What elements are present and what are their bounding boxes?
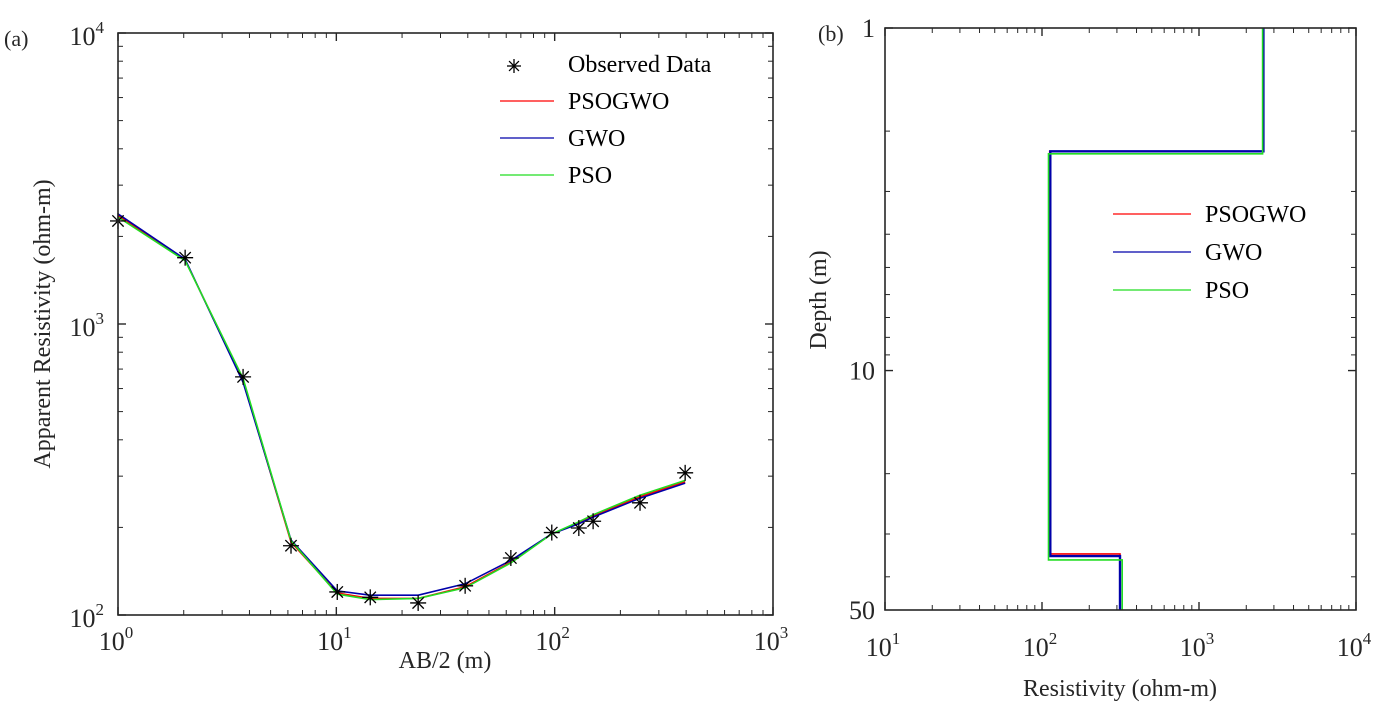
observed-point bbox=[283, 537, 300, 554]
y-tick-label: 10 bbox=[849, 357, 875, 386]
observed-point bbox=[177, 249, 194, 266]
legend-item-psogwo: PSOGWO bbox=[1113, 202, 1306, 228]
observed-point bbox=[570, 520, 587, 537]
panel-a-tick-labels: 100 101 102 103 102 103 104 bbox=[70, 18, 789, 656]
legend-item-gwo: GWO bbox=[1113, 240, 1262, 266]
observed-point bbox=[410, 594, 427, 611]
panel-b-ticks bbox=[884, 27, 1357, 611]
panel-b-tick-labels: 101 102 103 104 1 10 50 bbox=[849, 14, 1372, 662]
observed-point bbox=[585, 513, 602, 530]
legend-marker-asterisk bbox=[507, 59, 521, 73]
panel-b-series bbox=[1047, 28, 1265, 610]
observed-point bbox=[543, 524, 560, 541]
x-tick-label: 103 bbox=[1180, 629, 1215, 662]
legend-label: GWO bbox=[568, 126, 625, 152]
y-tick-label: 103 bbox=[70, 309, 105, 342]
x-tick-label: 103 bbox=[754, 623, 789, 656]
observed-point bbox=[362, 589, 379, 606]
legend-item-pso: PSO bbox=[1113, 278, 1249, 304]
panel-a-axes-frame bbox=[117, 32, 774, 616]
series-line-psogwo bbox=[117, 214, 686, 600]
observed-point bbox=[329, 583, 346, 600]
panel-a-xlabel: AB/2 (m) bbox=[399, 648, 492, 674]
panel-b-axes-frame bbox=[884, 27, 1357, 611]
x-tick-label: 102 bbox=[1023, 629, 1058, 662]
observed-point bbox=[502, 549, 519, 566]
legend-label: PSOGWO bbox=[568, 89, 669, 115]
x-tick-label: 104 bbox=[1337, 629, 1372, 662]
legend-label: PSOGWO bbox=[1205, 202, 1306, 228]
legend-item-pso: PSO bbox=[500, 163, 612, 189]
panel-a-ylabel: Apparent Resistivity (ohm-m) bbox=[30, 179, 56, 468]
panel-b-legend: PSOGWO GWO PSO bbox=[1113, 202, 1306, 304]
panel-a-observed-points bbox=[110, 212, 694, 611]
legend-item-psogwo: PSOGWO bbox=[500, 89, 669, 115]
x-tick-label: 102 bbox=[535, 623, 570, 656]
panel-b-ylabel: Depth (m) bbox=[806, 250, 832, 349]
panel-b: (b) 101 102 103 104 1 10 50 Resistivity (ohm-m… bbox=[806, 14, 1372, 702]
model-line-gwo bbox=[1049, 28, 1265, 610]
legend-item-gwo: GWO bbox=[500, 126, 625, 152]
panel-label-b: (b) bbox=[818, 21, 844, 46]
observed-point bbox=[235, 368, 252, 385]
panel-label-a: (a) bbox=[4, 26, 28, 51]
y-tick-label: 102 bbox=[70, 600, 105, 633]
observed-point bbox=[677, 464, 694, 481]
series-line-gwo bbox=[117, 213, 686, 597]
y-tick-label: 104 bbox=[70, 18, 105, 51]
legend-label: GWO bbox=[1205, 240, 1262, 266]
x-tick-label: 100 bbox=[99, 623, 134, 656]
y-tick-label: 1 bbox=[862, 14, 875, 43]
panel-a-series bbox=[117, 213, 686, 601]
x-tick-label: 101 bbox=[317, 623, 352, 656]
y-tick-label: 50 bbox=[849, 596, 875, 625]
model-line-pso bbox=[1047, 28, 1264, 610]
observed-point bbox=[632, 494, 649, 511]
panel-b-xlabel: Resistivity (ohm-m) bbox=[1023, 676, 1217, 702]
panel-a-legend: Observed Data PSOGWO GWO PSO bbox=[500, 52, 712, 189]
legend-label: PSO bbox=[1205, 278, 1249, 304]
legend-label: Observed Data bbox=[568, 52, 712, 78]
x-tick-label: 101 bbox=[866, 629, 901, 662]
series-line-pso bbox=[117, 216, 686, 601]
panel-a: (a) 100 101 102 103 102 103 104 AB/2 (m) Appar… bbox=[4, 18, 788, 674]
legend-item-observed-data: Observed Data bbox=[507, 52, 712, 78]
observed-point bbox=[457, 577, 474, 594]
legend-label: PSO bbox=[568, 163, 612, 189]
model-line-psogwo bbox=[1048, 28, 1265, 610]
